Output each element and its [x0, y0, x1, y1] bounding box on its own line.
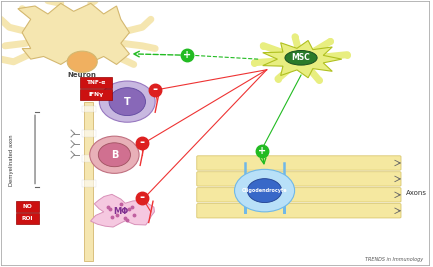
Polygon shape — [18, 3, 129, 64]
Bar — [82, 155, 96, 162]
Text: TRENDS in Immunology: TRENDS in Immunology — [365, 257, 423, 261]
FancyBboxPatch shape — [197, 172, 401, 186]
Bar — [82, 106, 96, 112]
Ellipse shape — [285, 50, 317, 65]
Bar — [82, 130, 96, 137]
FancyBboxPatch shape — [16, 201, 39, 212]
Text: +: + — [183, 50, 191, 60]
Ellipse shape — [109, 88, 145, 116]
FancyBboxPatch shape — [80, 77, 112, 88]
Text: Axons: Axons — [406, 190, 427, 196]
Text: +: + — [259, 146, 266, 156]
Text: T: T — [124, 97, 131, 107]
FancyBboxPatch shape — [197, 204, 401, 218]
Text: NO: NO — [23, 204, 32, 209]
Text: B: B — [111, 150, 118, 160]
Text: Oligodendrocyte: Oligodendrocyte — [242, 188, 288, 193]
Ellipse shape — [100, 81, 155, 122]
FancyBboxPatch shape — [197, 188, 401, 202]
Ellipse shape — [90, 136, 139, 173]
FancyBboxPatch shape — [197, 156, 401, 170]
FancyBboxPatch shape — [80, 89, 112, 100]
Bar — [82, 180, 96, 187]
Bar — [84, 102, 94, 261]
Text: IFNγ: IFNγ — [89, 92, 104, 97]
Text: MSC: MSC — [292, 53, 310, 62]
Ellipse shape — [235, 169, 294, 212]
Polygon shape — [90, 194, 155, 227]
Text: -: - — [152, 83, 158, 96]
Text: TNF-α: TNF-α — [87, 80, 106, 85]
Text: Demyelinated axon: Demyelinated axon — [9, 134, 14, 186]
Text: -: - — [140, 136, 145, 149]
Text: MΦ: MΦ — [113, 207, 129, 216]
Ellipse shape — [247, 179, 282, 203]
Text: -: - — [140, 191, 145, 204]
FancyBboxPatch shape — [16, 213, 39, 224]
Ellipse shape — [67, 51, 97, 72]
Text: Neuron: Neuron — [68, 72, 97, 78]
Ellipse shape — [98, 143, 130, 167]
Text: ROI: ROI — [22, 216, 33, 221]
Polygon shape — [263, 41, 342, 78]
